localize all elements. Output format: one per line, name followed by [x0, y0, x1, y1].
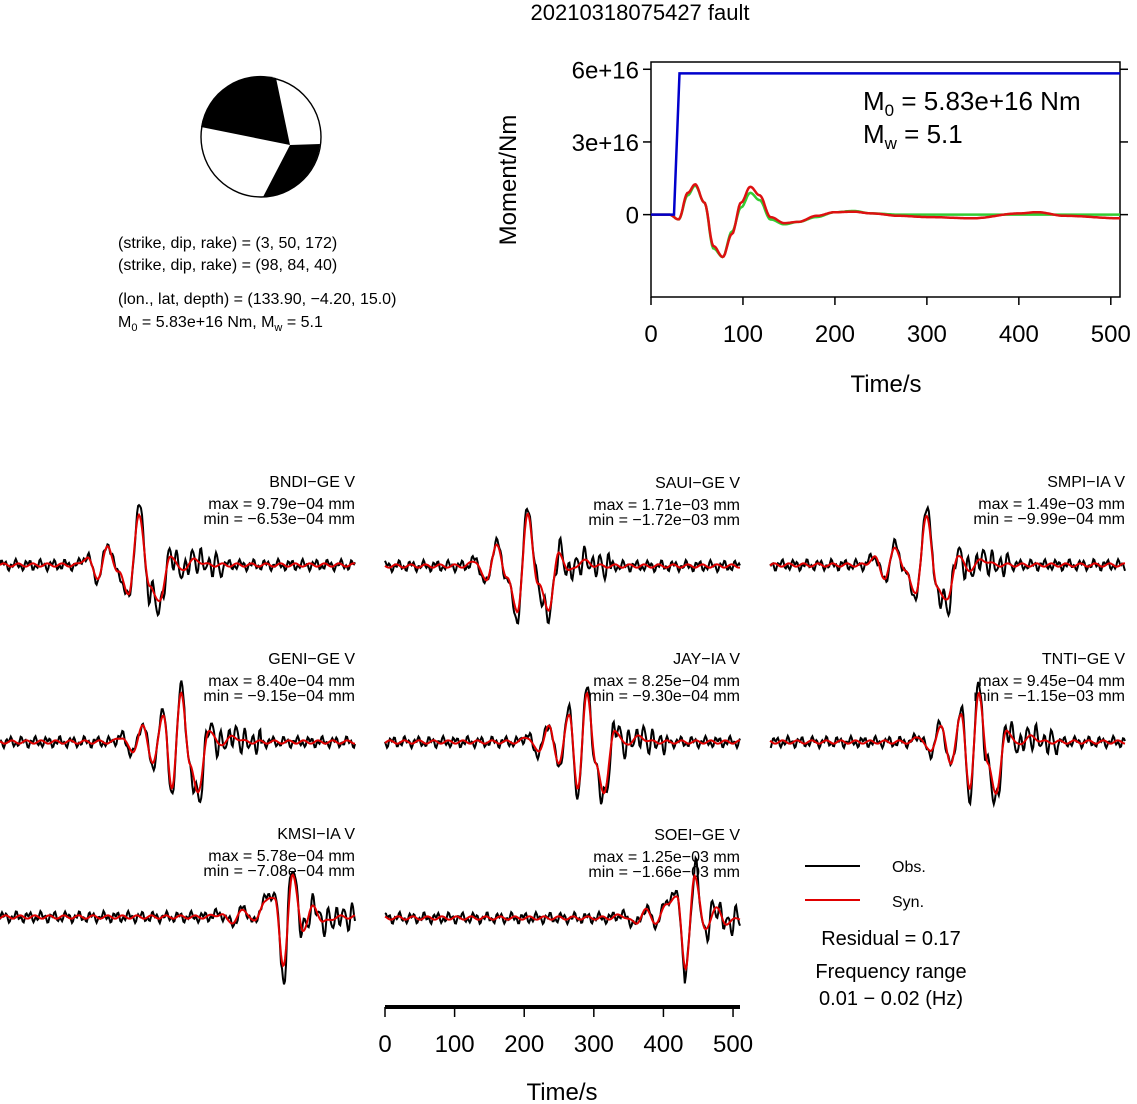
frequency-range-value: 0.01 − 0.02 (Hz) [819, 988, 963, 1010]
moment-mw-label: Mw = 5.1 [863, 119, 963, 153]
station-max: max = 9.45e−04 mm [978, 673, 1125, 690]
station-min: min = −1.66e−03 mm [588, 864, 740, 881]
station-max: max = 9.79e−04 mm [208, 496, 355, 513]
station-max: max = 1.49e−03 mm [978, 496, 1125, 513]
synthetic-trace [0, 691, 355, 794]
moment-plot-frame [650, 61, 1121, 298]
station-label: SAUI−GE V [655, 475, 740, 492]
moment-ylabel: Moment/Nm [495, 115, 522, 246]
moment-series-line [651, 184, 1120, 259]
station-max: max = 8.40e−04 mm [208, 673, 355, 690]
beachball-compression-lower [263, 144, 320, 197]
moment-xtick-label: 300 [907, 321, 947, 348]
waveform-xtick-label: 300 [574, 1031, 614, 1058]
waveform-xtick-label: 0 [378, 1031, 391, 1058]
synthetic-trace [384, 512, 741, 614]
magnitude-text: M0 = 5.83e+16 Nm, Mw = 5.1 [118, 314, 323, 334]
moment-m0-label: M0 = 5.83e+16 Nm [863, 86, 1081, 120]
station-max: max = 5.78e−04 mm [208, 848, 355, 865]
waveform-xtick-label: 500 [713, 1031, 753, 1058]
synthetic-trace [384, 873, 741, 972]
synthetic-trace [769, 691, 1126, 796]
waveform-time-axis: 0 100 200 300 400 500 Time/s [378, 1005, 753, 1104]
figure-title: 20210318075427 fault [531, 0, 750, 25]
station-min: min = −7.08e−04 mm [203, 863, 355, 880]
location-text: (lon., lat, depth) = (133.90, −4.20, 15.… [118, 291, 396, 308]
moment-ytick-label: 6e+16 [572, 57, 639, 84]
moment-xtick-label: 500 [1091, 321, 1131, 348]
legend: Obs. Syn. [805, 859, 926, 911]
observed-trace [384, 507, 741, 625]
station-label: BNDI−GE V [269, 474, 355, 491]
waveform-xlabel: Time/s [526, 1079, 597, 1104]
waveform-xtick-label: 100 [435, 1031, 475, 1058]
beachball-compression-upper [201, 75, 290, 145]
station-label: JAY−IA V [673, 651, 740, 668]
moment-xlabel: Time/s [850, 371, 921, 398]
synthetic-trace [0, 873, 356, 968]
station-label: KMSI−IA V [277, 826, 355, 843]
nodal-plane-1: (strike, dip, rake) = (3, 50, 172) [118, 235, 337, 252]
station-min: min = −6.53e−04 mm [203, 511, 355, 528]
moment-series-line [651, 183, 1120, 259]
moment-xtick-label: 400 [999, 321, 1039, 348]
moment-xtick-label: 200 [815, 321, 855, 348]
station-min: min = −9.30e−04 mm [588, 688, 740, 705]
station-min: min = −1.15e−03 mm [973, 688, 1125, 705]
moment-xtick-label: 100 [723, 321, 763, 348]
synthetic-trace [769, 514, 1125, 601]
station-label: GENI−GE V [268, 651, 355, 668]
waveform-xtick-label: 200 [504, 1031, 544, 1058]
station-label: TNTI−GE V [1042, 651, 1125, 668]
observed-trace [384, 686, 741, 805]
nodal-plane-2: (strike, dip, rake) = (98, 84, 40) [118, 257, 337, 274]
legend-obs-label: Obs. [892, 859, 926, 876]
moment-chart: 0 3e+16 6e+16 0 100 200 300 400 500 M0 = 5.83e+… [495, 57, 1131, 398]
moment-xtick-label: 0 [644, 321, 657, 348]
station-max: max = 1.71e−03 mm [593, 497, 740, 514]
moment-ytick-label: 3e+16 [572, 130, 639, 157]
frequency-range-title: Frequency range [815, 961, 966, 983]
residual-text: Residual = 0.17 [821, 928, 961, 950]
observed-trace [0, 503, 356, 618]
synthetic-trace [384, 691, 741, 795]
legend-syn-label: Syn. [892, 894, 924, 911]
station-max: max = 8.25e−04 mm [593, 673, 740, 690]
moment-ytick-label: 0 [626, 203, 639, 230]
moment-series-line [651, 72, 1120, 216]
observed-trace [769, 504, 1126, 619]
station-label: SMPI−IA V [1047, 474, 1125, 491]
synthetic-trace [0, 512, 356, 603]
station-min: min = −1.72e−03 mm [588, 512, 740, 529]
station-max: max = 1.25e−03 mm [593, 849, 740, 866]
waveform-xtick-label: 400 [643, 1031, 683, 1058]
focal-mechanism [200, 75, 322, 198]
station-min: min = −9.99e−04 mm [973, 511, 1125, 528]
station-min: min = −9.15e−04 mm [203, 688, 355, 705]
station-label: SOEI−GE V [654, 827, 740, 844]
